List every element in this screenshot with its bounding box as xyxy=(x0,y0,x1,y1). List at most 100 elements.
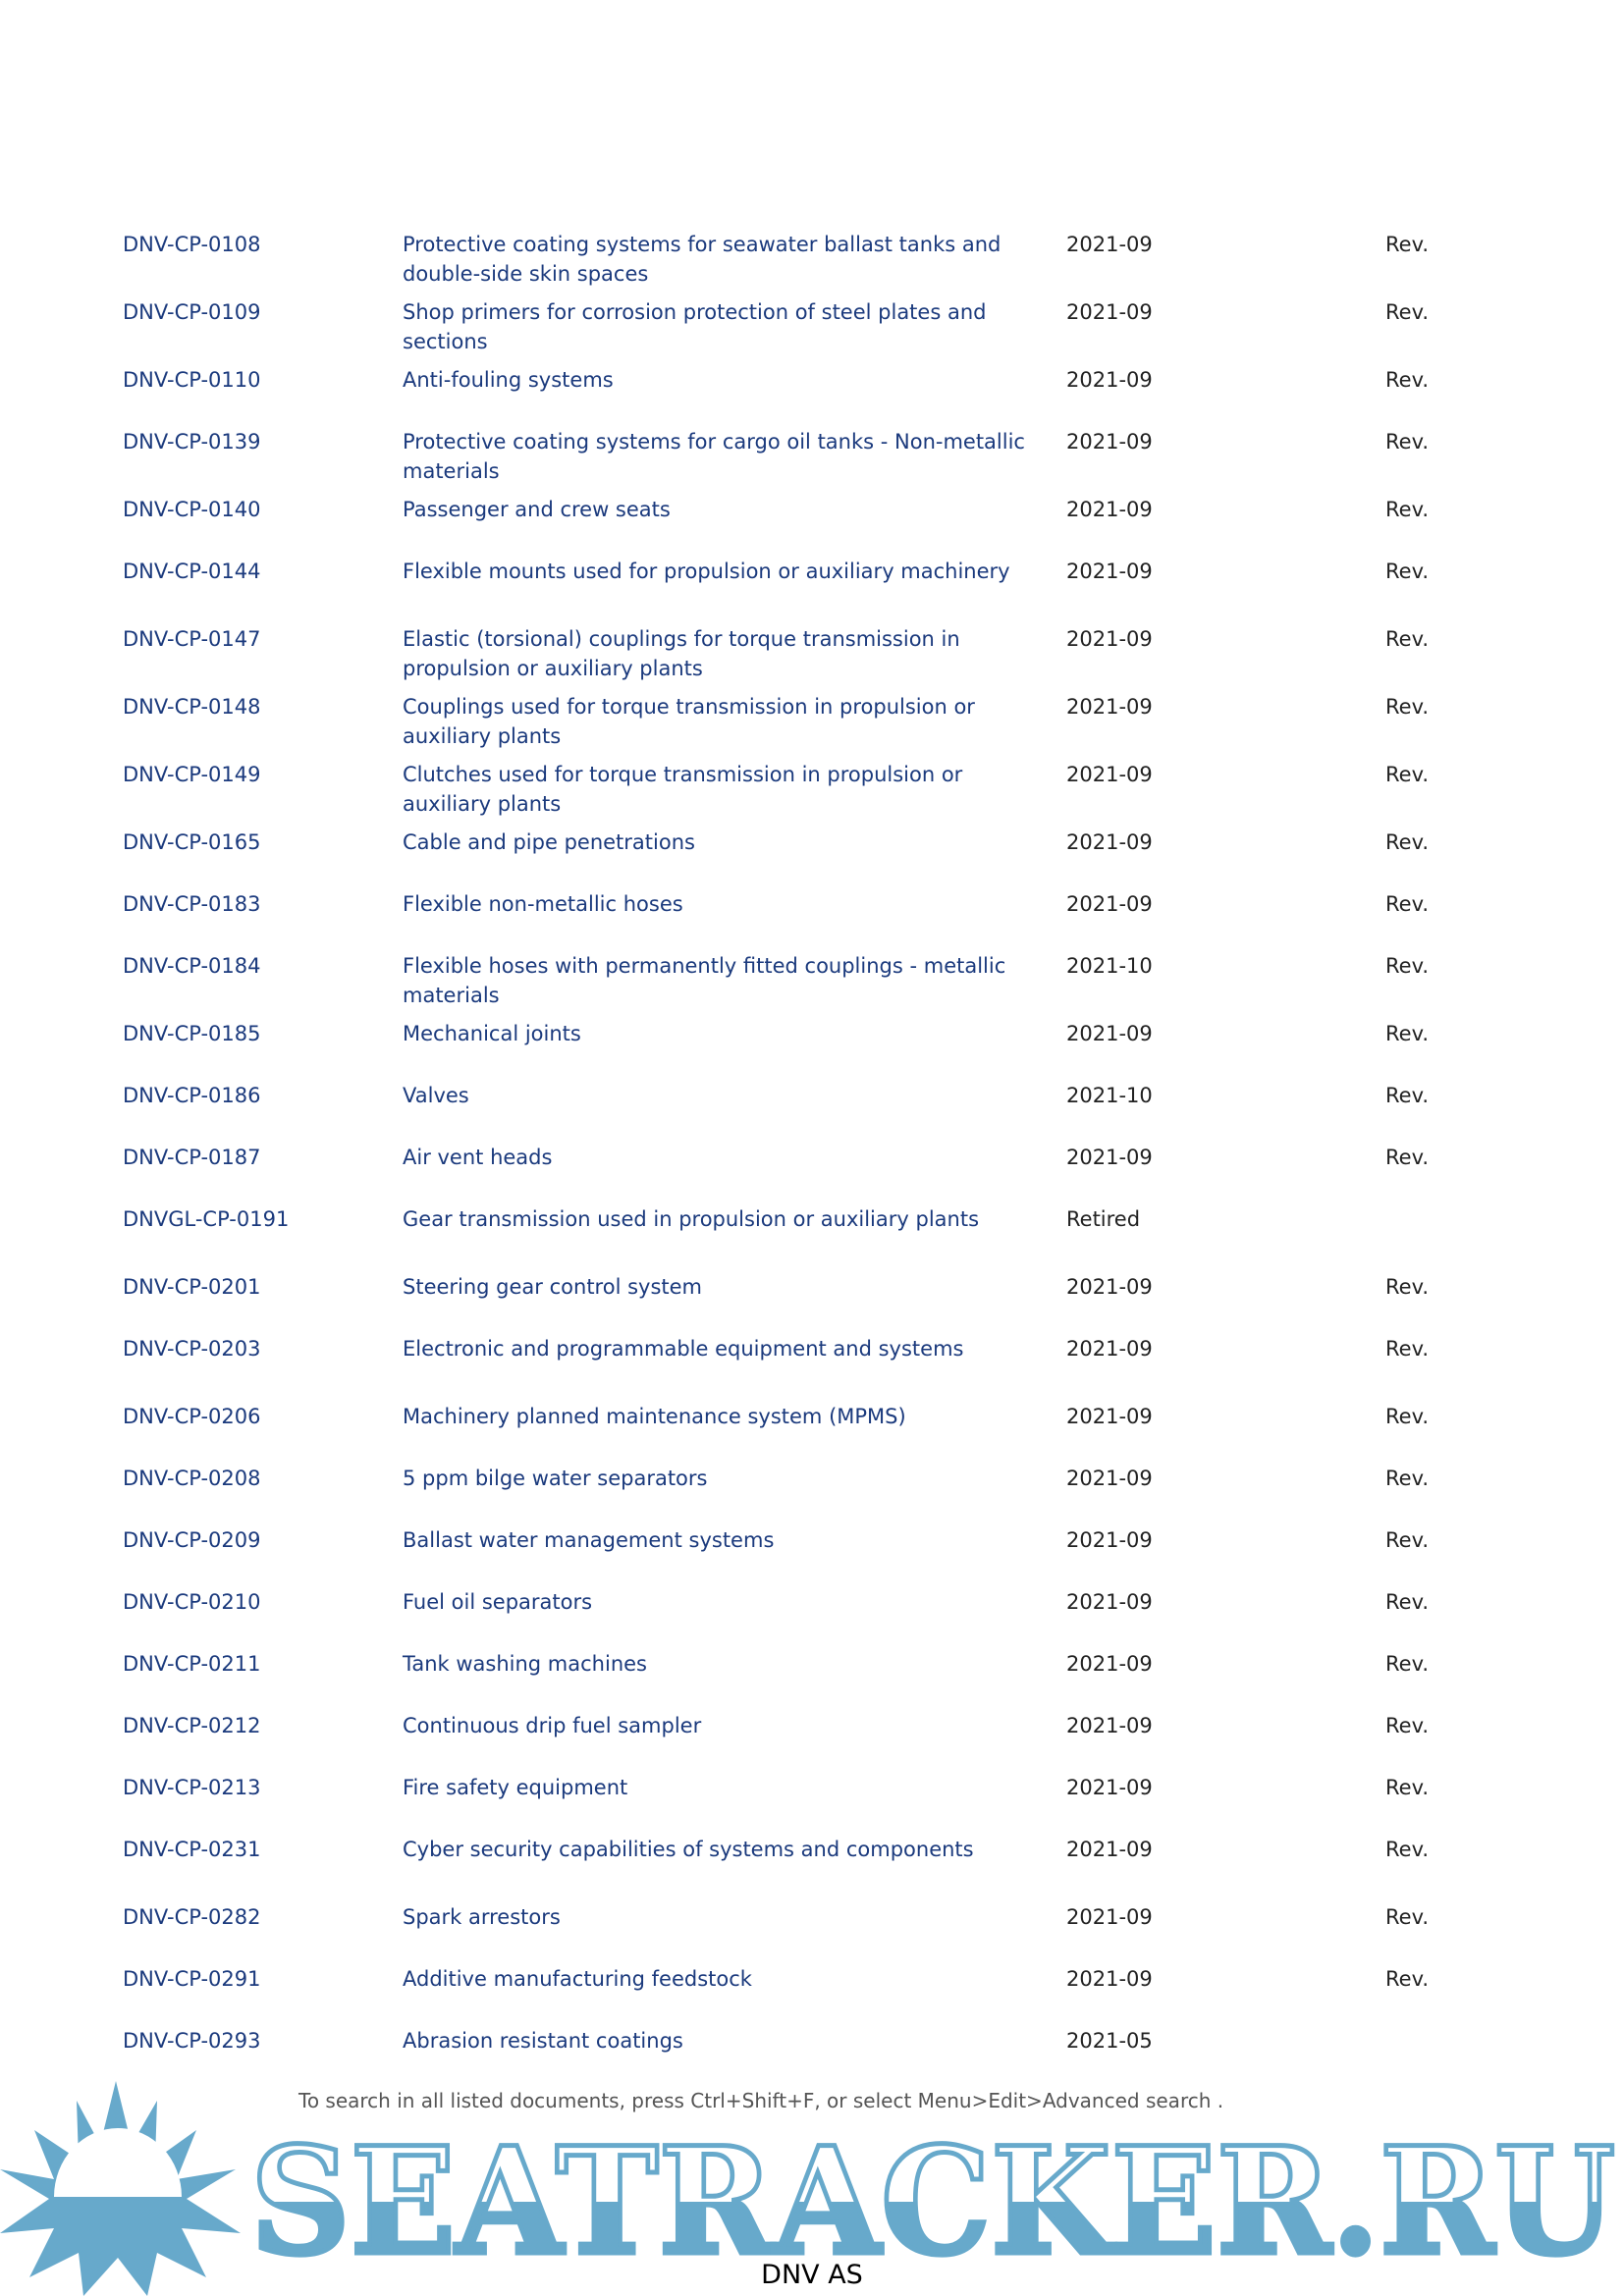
revision-date: 2021-10 xyxy=(1066,954,1153,978)
table-row: DNV-CP-0213 Fire safety equipment 2021-09 R… xyxy=(0,1773,1624,1835)
document-code-link[interactable]: DNV-CP-0148 xyxy=(123,695,261,719)
table-row: DNV-CP-0231 Cyber security capabilities o… xyxy=(0,1835,1624,1902)
document-title-link[interactable]: Protective coating systems for cargo oil… xyxy=(403,430,1025,483)
document-title-link[interactable]: Spark arrestors xyxy=(403,1905,561,1929)
table-row: DNV-CP-0108 Protective coating systems fo… xyxy=(0,230,1624,297)
document-code-link[interactable]: DNV-CP-0203 xyxy=(123,1337,261,1361)
document-title-link[interactable]: Gear transmission used in propulsion or … xyxy=(403,1207,980,1231)
revision-date: 2021-09 xyxy=(1066,1337,1153,1361)
document-code-link[interactable]: DNV-CP-0149 xyxy=(123,763,261,786)
document-code-link[interactable]: DNV-CP-0187 xyxy=(123,1146,261,1169)
document-code-link[interactable]: DNV-CP-0231 xyxy=(123,1838,261,1861)
document-code-link[interactable]: DNV-CP-0165 xyxy=(123,830,261,854)
revision-date: 2021-09 xyxy=(1066,892,1153,916)
document-code-link[interactable]: DNV-CP-0110 xyxy=(123,368,261,392)
document-code-link[interactable]: DNV-CP-0293 xyxy=(123,2029,261,2053)
document-code-link[interactable]: DNV-CP-0212 xyxy=(123,1714,261,1737)
table-row: DNVGL-CP-0191 Gear transmission used in p… xyxy=(0,1204,1624,1272)
document-code-link[interactable]: DNV-CP-0211 xyxy=(123,1652,261,1676)
table-row: DNV-CP-0293 Abrasion resistant coatings 20… xyxy=(0,2026,1624,2088)
document-code-link[interactable]: DNV-CP-0206 xyxy=(123,1405,261,1428)
document-title-link[interactable]: Cable and pipe penetrations xyxy=(403,830,695,854)
document-code-link[interactable]: DNV-CP-0291 xyxy=(123,1967,261,1991)
revision-status: Rev. xyxy=(1385,1337,1430,1361)
document-title-link[interactable]: Fuel oil separators xyxy=(403,1590,593,1614)
table-row: DNV-CP-0147 Elastic (torsional) couplings… xyxy=(0,624,1624,692)
revision-status: Rev. xyxy=(1385,300,1430,324)
document-title-link[interactable]: Mechanical joints xyxy=(403,1022,581,1045)
document-title-link[interactable]: Tank washing machines xyxy=(403,1652,647,1676)
revision-date: 2021-09 xyxy=(1066,1590,1153,1614)
revision-status: Rev. xyxy=(1385,892,1430,916)
revision-status: Rev. xyxy=(1385,1467,1430,1490)
document-title-link[interactable]: 5 ppm bilge water separators xyxy=(403,1467,708,1490)
document-title-link[interactable]: Cyber security capabilities of systems a… xyxy=(403,1838,974,1861)
revision-status: Rev. xyxy=(1385,368,1430,392)
document-code-link[interactable]: DNV-CP-0147 xyxy=(123,627,261,651)
document-title-link[interactable]: Electronic and programmable equipment an… xyxy=(403,1337,964,1361)
table-row: DNV-CP-0209 Ballast water management syst… xyxy=(0,1525,1624,1587)
document-title-link[interactable]: Flexible non-metallic hoses xyxy=(403,892,683,916)
document-title-link[interactable]: Air vent heads xyxy=(403,1146,553,1169)
document-code-link[interactable]: DNV-CP-0282 xyxy=(123,1905,261,1929)
document-title-link[interactable]: Elastic (torsional) couplings for torque… xyxy=(403,627,960,680)
document-code-link[interactable]: DNV-CP-0213 xyxy=(123,1776,261,1799)
document-code-link[interactable]: DNV-CP-0108 xyxy=(123,233,261,256)
document-code-link[interactable]: DNV-CP-0139 xyxy=(123,430,261,454)
revision-status: Rev. xyxy=(1385,560,1430,583)
revision-status: Rev. xyxy=(1385,763,1430,786)
revision-status: Rev. xyxy=(1385,1776,1430,1799)
document-code-link[interactable]: DNV-CP-0210 xyxy=(123,1590,261,1614)
revision-status: Rev. xyxy=(1385,1405,1430,1428)
document-title-link[interactable]: Steering gear control system xyxy=(403,1275,703,1299)
document-code-link[interactable]: DNVGL-CP-0191 xyxy=(123,1207,290,1231)
document-title-link[interactable]: Passenger and crew seats xyxy=(403,498,671,521)
revision-date: 2021-09 xyxy=(1066,1652,1153,1676)
document-title-link[interactable]: Ballast water management systems xyxy=(403,1528,775,1552)
revision-status: Rev. xyxy=(1385,1714,1430,1737)
revision-status: Rev. xyxy=(1385,954,1430,978)
document-code-link[interactable]: DNV-CP-0201 xyxy=(123,1275,261,1299)
revision-date: 2021-09 xyxy=(1066,1405,1153,1428)
document-title-link[interactable]: Shop primers for corrosion protection of… xyxy=(403,300,987,353)
revision-date: 2021-09 xyxy=(1066,1714,1153,1737)
table-row: DNV-CP-0203 Electronic and programmable e… xyxy=(0,1334,1624,1402)
table-row: DNV-CP-0212 Continuous drip fuel sampler 2… xyxy=(0,1711,1624,1773)
document-title-link[interactable]: Anti-fouling systems xyxy=(403,368,614,392)
revision-status: Rev. xyxy=(1385,1528,1430,1552)
document-code-link[interactable]: DNV-CP-0184 xyxy=(123,954,261,978)
revision-date: 2021-09 xyxy=(1066,368,1153,392)
company-name: DNV AS xyxy=(761,2260,863,2290)
table-row: DNV-CP-0208 5 ppm bilge water separators 2… xyxy=(0,1464,1624,1525)
document-code-link[interactable]: DNV-CP-0209 xyxy=(123,1528,261,1552)
document-title-link[interactable]: Protective coating systems for seawater … xyxy=(403,233,1001,286)
document-code-link[interactable]: DNV-CP-0140 xyxy=(123,498,261,521)
table-row: DNV-CP-0165 Cable and pipe penetrations 20… xyxy=(0,828,1624,889)
document-title-link[interactable]: Additive manufacturing feedstock xyxy=(403,1967,752,1991)
table-row: DNV-CP-0148 Couplings used for torque tra… xyxy=(0,692,1624,760)
document-code-link[interactable]: DNV-CP-0208 xyxy=(123,1467,261,1490)
document-title-link[interactable]: Abrasion resistant coatings xyxy=(403,2029,683,2053)
document-code-link[interactable]: DNV-CP-0109 xyxy=(123,300,261,324)
revision-date: Retired xyxy=(1066,1207,1141,1231)
revision-status: Rev. xyxy=(1385,430,1430,454)
document-title-link[interactable]: Fire safety equipment xyxy=(403,1776,628,1799)
sun-logo-icon xyxy=(0,2081,241,2296)
document-code-link[interactable]: DNV-CP-0144 xyxy=(123,560,261,583)
revision-date: 2021-09 xyxy=(1066,830,1153,854)
document-code-link[interactable]: DNV-CP-0185 xyxy=(123,1022,261,1045)
document-title-link[interactable]: Flexible hoses with permanently fitted c… xyxy=(403,954,1006,1007)
table-row: DNV-CP-0183 Flexible non-metallic hoses 20… xyxy=(0,889,1624,951)
document-title-link[interactable]: Couplings used for torque transmission i… xyxy=(403,695,975,748)
document-title-link[interactable]: Machinery planned maintenance system (MP… xyxy=(403,1405,906,1428)
table-row: DNV-CP-0201 Steering gear control system 2… xyxy=(0,1272,1624,1334)
revision-date: 2021-09 xyxy=(1066,627,1153,651)
document-title-link[interactable]: Continuous drip fuel sampler xyxy=(403,1714,702,1737)
document-list: DNV-CP-0108 Protective coating systems fo… xyxy=(0,230,1624,2088)
document-title-link[interactable]: Clutches used for torque transmission in… xyxy=(403,763,963,816)
document-code-link[interactable]: DNV-CP-0186 xyxy=(123,1084,261,1107)
revision-status: Rev. xyxy=(1385,695,1430,719)
document-title-link[interactable]: Valves xyxy=(403,1084,469,1107)
document-code-link[interactable]: DNV-CP-0183 xyxy=(123,892,261,916)
document-title-link[interactable]: Flexible mounts used for propulsion or a… xyxy=(403,560,1010,583)
